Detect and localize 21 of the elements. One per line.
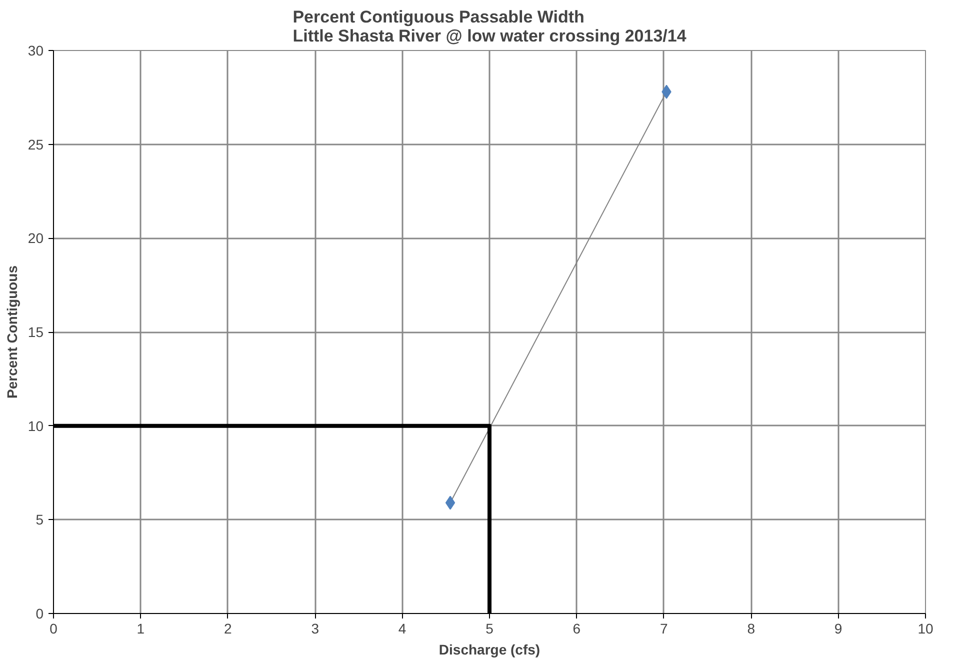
x-tick-label: 8	[747, 620, 756, 636]
y-tick-label: 10	[28, 418, 44, 434]
x-tick-label: 0	[50, 620, 58, 636]
x-tick-label: 2	[224, 620, 232, 636]
x-tick-label: 10	[918, 620, 934, 636]
y-tick-label: 0	[36, 606, 44, 622]
y-tick-label: 5	[36, 512, 44, 528]
x-tick-label: 9	[834, 620, 842, 636]
y-tick-label: 30	[28, 42, 44, 58]
y-tick-label: 20	[28, 230, 44, 246]
x-tick-label: 3	[311, 620, 320, 636]
x-tick-label: 4	[398, 620, 406, 636]
x-tick-label: 1	[136, 620, 145, 636]
x-tick-label: 5	[486, 620, 494, 636]
y-tick-label: 25	[28, 136, 44, 152]
x-tick-label: 7	[660, 620, 668, 636]
y-tick-label: 15	[28, 324, 44, 340]
x-axis-title: Discharge (cfs)	[438, 642, 540, 658]
y-axis-title: Percent Contiguous	[4, 265, 20, 399]
chart-title: Percent Contiguous Passable Width Little Shasta River @ low water crossing 2013/14	[292, 8, 687, 46]
x-tick-label: 6	[572, 620, 581, 636]
